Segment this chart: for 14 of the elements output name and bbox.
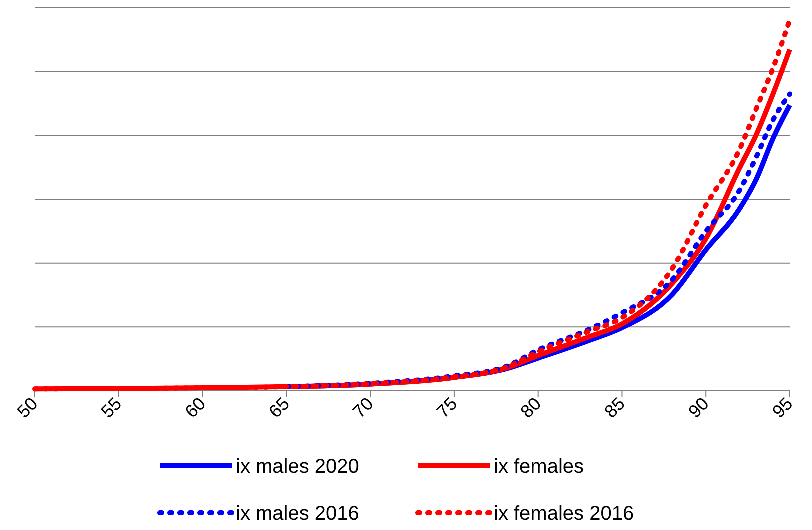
legend-label: ix males 2020 xyxy=(236,456,360,478)
legend-label: ix females xyxy=(494,456,584,478)
x-tick-label: 55 xyxy=(97,394,126,422)
legend-label: ix females 2016 xyxy=(494,503,634,525)
x-tick-label: 50 xyxy=(14,394,42,422)
x-tick-label: 60 xyxy=(181,394,210,422)
legend-label: ix males 2016 xyxy=(236,503,360,525)
x-tick-label: 65 xyxy=(265,394,294,422)
x-tick-label: 90 xyxy=(684,394,713,422)
x-tick-label: 85 xyxy=(600,394,630,422)
x-tick-label: 95 xyxy=(768,394,797,422)
x-tick-label: 70 xyxy=(349,394,378,422)
x-tick-label: 80 xyxy=(516,394,546,422)
x-tick-label: 75 xyxy=(432,394,462,422)
